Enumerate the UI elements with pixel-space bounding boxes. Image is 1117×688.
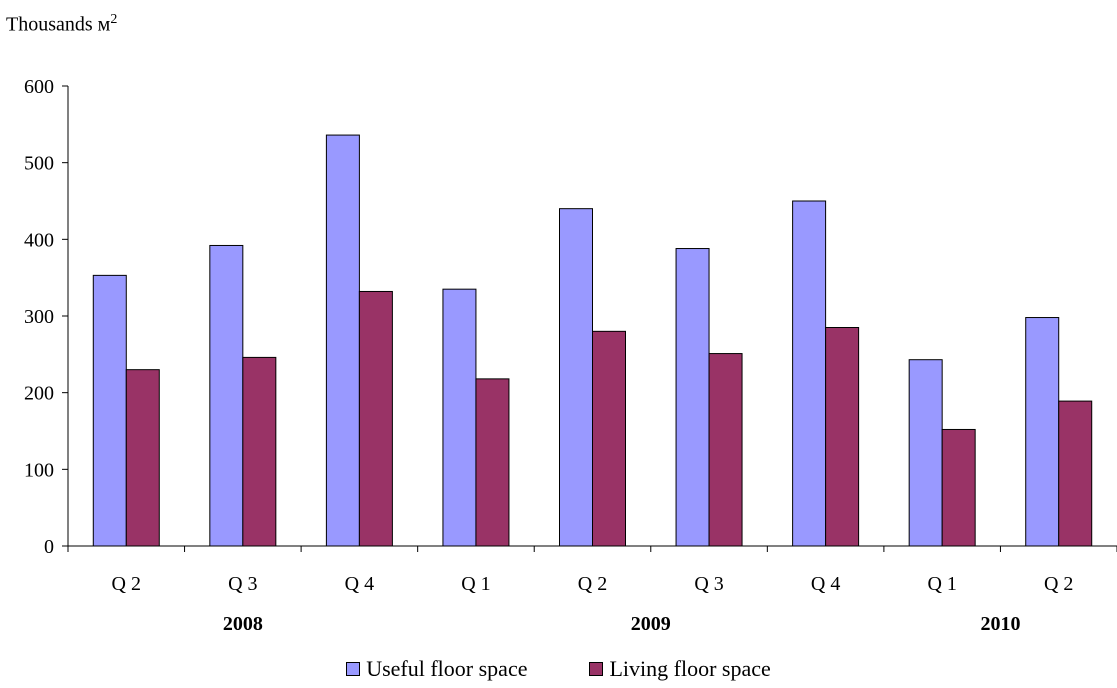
legend-item-useful: Useful floor space: [346, 656, 527, 682]
bar-living-3: [475, 378, 510, 547]
y-tick-label-100: 100: [24, 459, 54, 481]
bar-living-0: [125, 369, 160, 547]
bar-living-7: [941, 428, 976, 547]
y-tick-label-600: 600: [24, 76, 54, 98]
y-tick-label-500: 500: [24, 153, 54, 175]
bar-useful-3: [442, 288, 477, 547]
legend-swatch-useful: [346, 662, 361, 676]
legend-item-living: Living floor space: [589, 656, 771, 682]
x-tick-label-5: Q 3: [694, 573, 723, 595]
bar-useful-0: [92, 274, 127, 547]
bar-living-5: [708, 353, 743, 547]
y-tick-label-0: 0: [44, 536, 54, 558]
bar-useful-2: [325, 134, 360, 547]
y-axis-unit-text: Thousands м: [6, 13, 111, 36]
bar-useful-1: [209, 244, 244, 547]
bar-useful-4: [559, 208, 593, 547]
bar-useful-6: [792, 200, 827, 547]
x-tick-label-2: Q 4: [345, 573, 374, 595]
legend-label-living: Living floor space: [609, 656, 771, 681]
y-axis-unit-label: Thousands м2: [6, 12, 117, 37]
x-tick-label-6: Q 4: [811, 573, 840, 595]
bar-living-4: [592, 330, 626, 547]
bar-living-8: [1058, 400, 1093, 547]
bar-living-1: [242, 356, 277, 547]
x-tick-label-3: Q 1: [461, 573, 490, 595]
x-tick-label-4: Q 2: [578, 573, 607, 595]
y-tick-label-300: 300: [24, 306, 54, 328]
bar-useful-5: [675, 248, 710, 547]
x-tick-label-0: Q 2: [112, 573, 141, 595]
year-label-2009: 2009: [631, 613, 671, 635]
bar-living-6: [825, 327, 860, 547]
y-axis-unit-exponent: 2: [110, 12, 118, 27]
chart-legend: Useful floor space Living floor space: [0, 656, 1117, 682]
y-tick-label-200: 200: [24, 383, 54, 405]
x-tick-label-1: Q 3: [228, 573, 257, 595]
y-tick-label-400: 400: [24, 229, 54, 251]
x-tick-label-7: Q 1: [927, 573, 956, 595]
legend-swatch-living: [589, 662, 604, 676]
bar-living-2: [358, 290, 393, 547]
year-label-2008: 2008: [223, 613, 263, 635]
bar-useful-7: [908, 359, 943, 547]
bar-useful-8: [1025, 317, 1060, 547]
floor-space-bar-chart: 0 100 200 300 400 500 600 Q 2 Q 3 Q 4 Q 1 Q 2 Q 3 Q 4…: [24, 76, 1117, 635]
year-label-2010: 2010: [980, 613, 1020, 635]
legend-label-useful: Useful floor space: [366, 656, 528, 681]
x-tick-label-8: Q 2: [1044, 573, 1073, 595]
